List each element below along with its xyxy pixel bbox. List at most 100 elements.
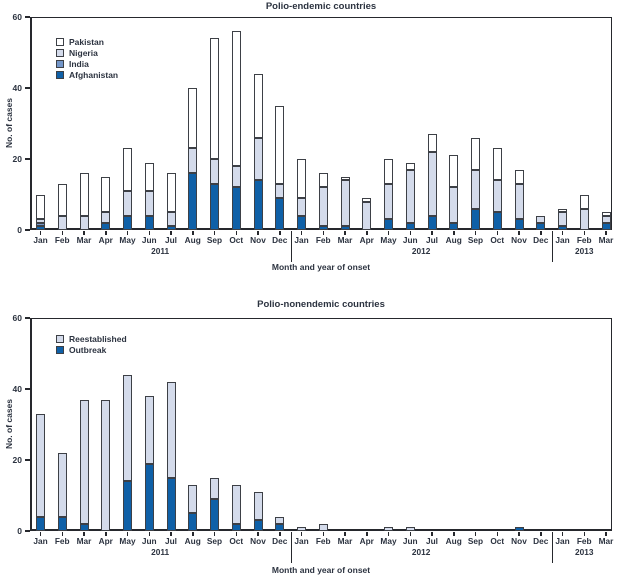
x-tick-label: Apr bbox=[98, 235, 113, 245]
bar-segment-outbreak bbox=[36, 516, 45, 531]
bar-segment-pakistan bbox=[101, 176, 111, 213]
bar-segment-reestablished bbox=[166, 381, 176, 478]
x-tick-mark bbox=[105, 230, 107, 235]
x-tick-label: Dec bbox=[533, 536, 549, 546]
bar-segment-pakistan bbox=[492, 148, 502, 181]
bar-segment-afghanistan bbox=[514, 219, 524, 230]
bar-segment-reestablished bbox=[188, 484, 198, 514]
bar-segment-nigeria bbox=[384, 183, 393, 220]
x-tick-mark bbox=[322, 531, 324, 536]
bar-segment-reestablished bbox=[79, 399, 89, 524]
y-tick-label: 20 bbox=[12, 455, 22, 465]
legend-label-pakistan: Pakistan bbox=[69, 37, 104, 47]
year-label: 2012 bbox=[411, 246, 431, 256]
bar-segment-nigeria bbox=[210, 159, 219, 184]
x-tick-mark bbox=[540, 531, 542, 536]
x-tick-mark bbox=[126, 531, 129, 536]
bar-segment-nigeria bbox=[601, 215, 611, 223]
x-tick-mark bbox=[344, 230, 346, 235]
x-tick-label: Jun bbox=[141, 235, 157, 245]
bar-segment-nigeria bbox=[188, 148, 198, 174]
x-tick-label: Jan bbox=[555, 536, 570, 546]
x-tick-label: Mar bbox=[337, 235, 353, 245]
bar-segment-outbreak bbox=[57, 516, 67, 531]
x-tick-label: Aug bbox=[184, 235, 201, 245]
x-tick-mark bbox=[366, 531, 368, 536]
x-tick-mark bbox=[126, 230, 129, 235]
x-tick-label: Nov bbox=[511, 536, 527, 546]
year-label: 2011 bbox=[151, 246, 170, 256]
x-tick-label: Feb bbox=[54, 235, 70, 245]
y-tick-mark bbox=[25, 16, 30, 18]
x-tick-mark bbox=[387, 531, 390, 536]
x-tick-mark bbox=[83, 531, 85, 536]
x-tick-label: Mar bbox=[598, 235, 614, 245]
x-tick-mark bbox=[431, 531, 433, 536]
x-tick-mark bbox=[540, 230, 542, 235]
x-tick-mark bbox=[148, 230, 150, 235]
x-tick-mark bbox=[170, 230, 172, 235]
year-divider bbox=[290, 231, 293, 262]
bar-segment-afghanistan bbox=[601, 222, 611, 230]
y-tick-label: 40 bbox=[12, 384, 22, 394]
x-tick-label: Jun bbox=[402, 536, 418, 546]
bar-segment-afghanistan bbox=[101, 222, 111, 230]
bar-segment-outbreak bbox=[253, 520, 263, 531]
y-tick-label: 60 bbox=[12, 12, 22, 22]
x-tick-label: Oct bbox=[229, 235, 244, 245]
y-tick-label: 0 bbox=[17, 526, 22, 536]
bar-segment-reestablished bbox=[253, 491, 263, 521]
legend-swatch-outbreak bbox=[56, 346, 64, 354]
x-tick-label: Jul bbox=[165, 235, 177, 245]
x-tick-mark bbox=[605, 531, 607, 536]
x-tick-label: Mar bbox=[76, 536, 92, 546]
nonendemic-x-axis-label: Month and year of onset bbox=[271, 565, 371, 575]
x-tick-mark bbox=[192, 531, 194, 536]
bar-segment-pakistan bbox=[405, 162, 415, 170]
x-tick-label: Feb bbox=[576, 536, 592, 546]
bar-segment-outbreak bbox=[79, 523, 89, 531]
bar-segment-pakistan bbox=[514, 169, 524, 184]
bar-segment-nigeria bbox=[536, 215, 546, 223]
bar-segment-nigeria bbox=[144, 190, 154, 216]
x-tick-label: Nov bbox=[250, 235, 266, 245]
year-label: 2013 bbox=[575, 547, 594, 557]
bar-segment-reestablished bbox=[123, 374, 132, 482]
bar-segment-nigeria bbox=[318, 187, 328, 227]
y-tick-mark bbox=[25, 317, 30, 319]
x-tick-mark bbox=[474, 531, 477, 536]
x-tick-label: Jan bbox=[294, 235, 309, 245]
x-tick-label: Dec bbox=[272, 235, 288, 245]
year-label: 2011 bbox=[151, 547, 170, 557]
year-label: 2013 bbox=[575, 246, 594, 256]
bar-segment-pakistan bbox=[188, 88, 198, 149]
endemic-chart-title: Polio-endemic countries bbox=[265, 1, 377, 12]
bar-segment-nigeria bbox=[340, 180, 350, 227]
x-tick-mark bbox=[61, 531, 63, 536]
bar-segment-pakistan bbox=[36, 194, 45, 220]
nonendemic-y-axis-label: No. of cases bbox=[4, 398, 14, 450]
bar-segment-nigeria bbox=[514, 183, 524, 220]
x-tick-label: Apr bbox=[359, 536, 374, 546]
bar-segment-pakistan bbox=[558, 208, 567, 213]
bar-segment-afghanistan bbox=[123, 215, 132, 230]
x-tick-label: Oct bbox=[490, 536, 505, 546]
bar-segment-reestablished bbox=[144, 396, 154, 464]
nonendemic-plot-area bbox=[30, 318, 612, 531]
bar-segment-pakistan bbox=[471, 137, 480, 170]
bar-segment-pakistan bbox=[79, 173, 89, 216]
x-tick-label: Oct bbox=[490, 235, 505, 245]
x-tick-mark bbox=[583, 230, 585, 235]
bar-segment-nigeria bbox=[253, 137, 263, 181]
bar-segment-afghanistan bbox=[558, 226, 567, 230]
bar-segment-afghanistan bbox=[36, 226, 45, 230]
x-tick-label: Feb bbox=[576, 235, 592, 245]
x-tick-label: Mar bbox=[76, 235, 92, 245]
bar-segment-outbreak bbox=[144, 463, 154, 531]
y-tick-mark bbox=[25, 530, 30, 532]
bar-segment-pakistan bbox=[57, 183, 67, 216]
legend-label-outbreak: Outbreak bbox=[69, 345, 107, 355]
bar-segment-pakistan bbox=[384, 159, 393, 184]
x-tick-label: Jul bbox=[426, 536, 438, 546]
x-tick-mark bbox=[148, 531, 150, 536]
